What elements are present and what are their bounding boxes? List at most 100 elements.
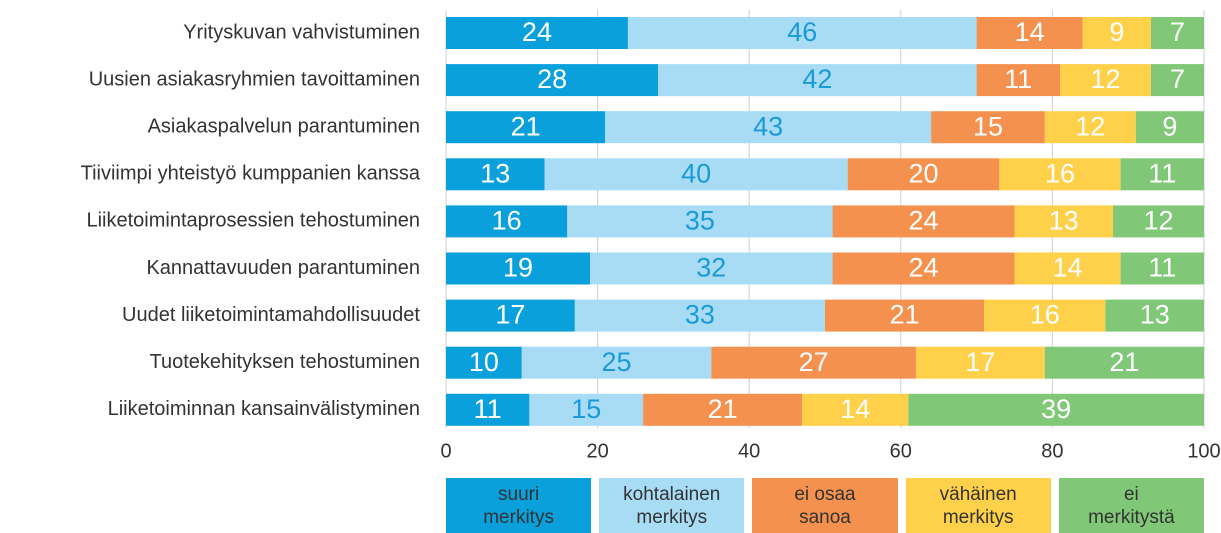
value-label: 21 (890, 300, 920, 330)
value-label: 21 (1109, 347, 1139, 377)
bar-segment (544, 158, 848, 191)
value-label: 27 (799, 347, 829, 377)
bar-segment (1113, 205, 1204, 238)
x-tick-label: 80 (1041, 440, 1063, 462)
category-label: Liiketoiminnan kansainvälistyminen (108, 398, 420, 420)
value-label: 17 (965, 347, 995, 377)
category-label: Uusien asiakasryhmien tavoittaminen (89, 68, 420, 90)
bar-segment (574, 299, 825, 332)
category-label: Tiiviimpi yhteistyö kumppanien kanssa (81, 163, 421, 185)
value-label: 16 (1045, 158, 1075, 188)
bar-segment (908, 393, 1204, 426)
bar-segment (529, 393, 644, 426)
value-label: 11 (1148, 158, 1176, 188)
bar-segment (999, 158, 1121, 191)
value-label: 16 (492, 206, 522, 236)
value-label: 11 (1148, 253, 1176, 283)
bar-segment (567, 205, 833, 238)
value-label: 24 (909, 206, 939, 236)
bar-segment (847, 158, 1000, 191)
value-label: 14 (1053, 253, 1083, 283)
value-label: 13 (1049, 206, 1079, 236)
legend-label: kohtalainen merkitys (623, 483, 721, 528)
value-label: 20 (909, 158, 939, 188)
bar-segment (643, 393, 803, 426)
bar-segment (1135, 111, 1204, 144)
value-label: 46 (787, 17, 817, 47)
value-label: 16 (1030, 300, 1060, 330)
value-label: 28 (537, 64, 567, 94)
bar-segment (1014, 205, 1114, 238)
value-label: 25 (602, 347, 632, 377)
bar-segment (446, 158, 545, 191)
category-label: Asiakaspalvelun parantuminen (148, 115, 420, 137)
bar-segment (590, 252, 833, 285)
bar-segment (931, 111, 1045, 144)
bar-segment (832, 205, 1015, 238)
bar-segment (446, 64, 659, 97)
bar-segment (446, 252, 591, 285)
value-label: 9 (1109, 17, 1124, 47)
bar-segment (1120, 252, 1204, 285)
bar-segment (915, 346, 1045, 379)
value-label: 33 (685, 300, 715, 330)
bar-segment (446, 346, 522, 379)
bar-segment (832, 252, 1015, 285)
value-label: 10 (469, 347, 499, 377)
value-label: 13 (1140, 300, 1170, 330)
value-label: 12 (1090, 64, 1120, 94)
bar-segment (1150, 17, 1204, 49)
value-label: 9 (1162, 111, 1177, 141)
x-tick-label: 60 (890, 440, 912, 462)
bar-segment (1120, 158, 1204, 191)
value-label: 14 (1015, 17, 1045, 47)
bar-segment (825, 299, 985, 332)
value-label: 14 (840, 394, 870, 424)
value-label: 24 (909, 253, 939, 283)
value-label: 13 (480, 158, 510, 188)
bar-segment (1150, 64, 1204, 97)
value-label: 12 (1143, 206, 1173, 236)
x-tick-label: 100 (1187, 440, 1220, 462)
legend-label: ei osaa sanoa (794, 483, 856, 528)
bar-segment (1044, 346, 1204, 379)
value-label: 15 (571, 394, 601, 424)
value-label: 15 (973, 111, 1003, 141)
bar-segment (446, 299, 575, 332)
value-label: 11 (474, 394, 502, 424)
bar-segment (1014, 252, 1121, 285)
bar-segment (1044, 111, 1136, 144)
value-label: 17 (495, 300, 525, 330)
bar-segment (605, 111, 932, 144)
value-label: 40 (681, 158, 711, 188)
bar-segment (446, 17, 628, 49)
bar-segment (802, 393, 909, 426)
legend-item: suuri merkitys (446, 478, 592, 533)
bar-segment (446, 205, 568, 238)
value-label: 11 (1004, 64, 1032, 94)
bar-segment (984, 299, 1106, 332)
bar-segment (446, 111, 606, 144)
bar-segment (976, 17, 1083, 49)
value-label: 35 (685, 206, 715, 236)
bar-segment (521, 346, 712, 379)
value-label: 19 (503, 253, 533, 283)
legend-label: ei merkitystä (1088, 483, 1175, 528)
x-tick-label: 20 (586, 440, 608, 462)
value-label: 12 (1075, 111, 1105, 141)
value-label: 21 (511, 111, 541, 141)
legend-item: ei osaa sanoa (752, 478, 898, 533)
legend-item: vähäinen merkitys (905, 478, 1051, 533)
legend-item: kohtalainen merkitys (599, 478, 745, 533)
legend-label: suuri merkitys (483, 483, 554, 528)
category-label: Yrityskuvan vahvistuminen (183, 21, 420, 43)
value-label: 39 (1041, 394, 1071, 424)
value-label: 7 (1170, 64, 1185, 94)
bar-segment (627, 17, 977, 49)
value-label: 24 (522, 17, 552, 47)
value-label: 43 (753, 111, 783, 141)
bar-segment (1059, 64, 1151, 97)
value-label: 21 (708, 394, 738, 424)
bar-segment (446, 393, 530, 426)
